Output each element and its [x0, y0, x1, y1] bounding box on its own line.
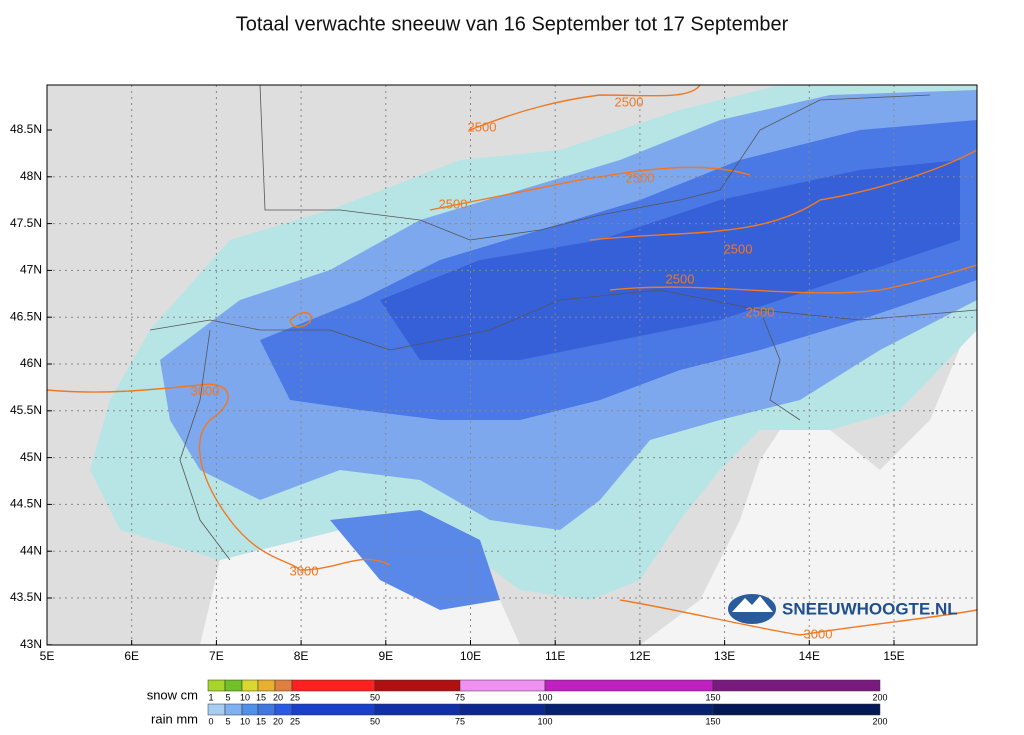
logo: SNEEUWHOOGTE.NL [728, 594, 958, 624]
lat-label: 45.5N [10, 403, 42, 417]
snow-swatch [374, 679, 461, 692]
snow-tick-label: 20 [273, 692, 283, 702]
lon-label: 14E [799, 649, 820, 663]
rain-tick-label: 150 [705, 716, 720, 726]
lon-label: 7E [209, 649, 224, 663]
lon-label: 6E [124, 649, 139, 663]
legend: snow cm rain mm 1 5 10 15 20 25 50 75 100 150 2000… [147, 679, 888, 726]
snow-tick-label: 200 [872, 692, 887, 702]
snow-tick-label: 15 [256, 692, 266, 702]
lon-label: 5E [40, 649, 55, 663]
lon-label: 9E [378, 649, 393, 663]
snow-tick-label: 25 [290, 692, 300, 702]
snow-swatch [207, 679, 226, 692]
lon-label: 8E [294, 649, 309, 663]
snow-swatch [459, 679, 546, 692]
rain-swatch [374, 703, 461, 716]
lon-label: 11E [545, 649, 565, 663]
rain-tick-label: 25 [290, 716, 300, 726]
contour-label: 3000 [804, 626, 833, 641]
snow-tick-label: 1 [208, 692, 213, 702]
moderate-precip [330, 510, 500, 610]
rain-tick-label: 75 [455, 716, 465, 726]
contour-label: 2500 [615, 94, 644, 109]
snow-swatch [274, 679, 293, 692]
snow-legend-label: snow cm [147, 687, 198, 702]
rain-swatch [274, 703, 293, 716]
snow-tick-label: 150 [705, 692, 720, 702]
rain-swatch [224, 703, 243, 716]
snow-swatch [712, 679, 881, 692]
contour-label: 2500 [724, 241, 753, 256]
snow-swatch [257, 679, 276, 692]
rain-tick-label: 10 [240, 716, 250, 726]
rain-tick-label: 200 [872, 716, 887, 726]
heavy-precip [380, 160, 960, 360]
snow-swatch [224, 679, 243, 692]
rain-tick-label: 50 [370, 716, 380, 726]
grid [47, 85, 977, 645]
lon-label: 15E [883, 649, 904, 663]
map [47, 85, 977, 645]
rain-swatch [207, 703, 226, 716]
lat-label: 46.5N [10, 309, 42, 323]
rain-tick-label: 100 [537, 716, 552, 726]
snow-swatch [291, 679, 376, 692]
snow-tick-label: 100 [537, 692, 552, 702]
contour-label: 2500 [746, 304, 775, 319]
contour-label: 2500 [468, 119, 497, 134]
lon-label: 12E [629, 649, 650, 663]
contours [47, 85, 977, 636]
rain-swatch [291, 703, 376, 716]
map-frame [46, 84, 978, 646]
snow-tick-label: 5 [225, 692, 230, 702]
lat-label: 48.5N [10, 122, 42, 136]
lon-label: 10E [460, 649, 481, 663]
lon-label: 13E [714, 649, 735, 663]
rain-tick-label: 5 [225, 716, 230, 726]
rain-tick-label: 15 [256, 716, 266, 726]
contour-label: 2500 [626, 170, 655, 185]
lat-label: 47N [20, 263, 42, 277]
snow-tick-label: 75 [455, 692, 465, 702]
lat-label: 44N [20, 543, 42, 557]
sea [200, 520, 520, 645]
rain-legend-label: rain mm [151, 711, 198, 726]
rain-swatch [241, 703, 259, 716]
borders [149, 85, 977, 561]
logo-text: SNEEUWHOOGTE.NL [782, 599, 958, 618]
snow-tick-label: 10 [240, 692, 250, 702]
lat-label: 43.5N [10, 590, 42, 604]
contour-label: 2500 [666, 271, 695, 286]
rain-tick-label: 0 [208, 716, 213, 726]
snow-swatch [241, 679, 259, 692]
title: Totaal verwachte sneeuw van 16 September… [236, 13, 789, 35]
contour-label: 3000 [290, 563, 319, 578]
contour-label: 2500 [439, 196, 468, 211]
rain-swatch [257, 703, 276, 716]
lat-label: 44.5N [10, 497, 42, 511]
lat-label: 45N [20, 450, 42, 464]
lat-label: 47.5N [10, 216, 42, 230]
lat-label: 48N [20, 169, 42, 183]
logo-mountain [732, 596, 773, 612]
rain-tick-label: 20 [273, 716, 283, 726]
snow-swatch [544, 679, 714, 692]
contour-label: 3000 [191, 383, 220, 398]
rain-swatch [459, 703, 546, 716]
rain-swatch [544, 703, 714, 716]
snow-tick-label: 50 [370, 692, 380, 702]
lat-label: 46N [20, 356, 42, 370]
rain-swatch [712, 703, 881, 716]
lat-label: 43N [20, 637, 42, 651]
